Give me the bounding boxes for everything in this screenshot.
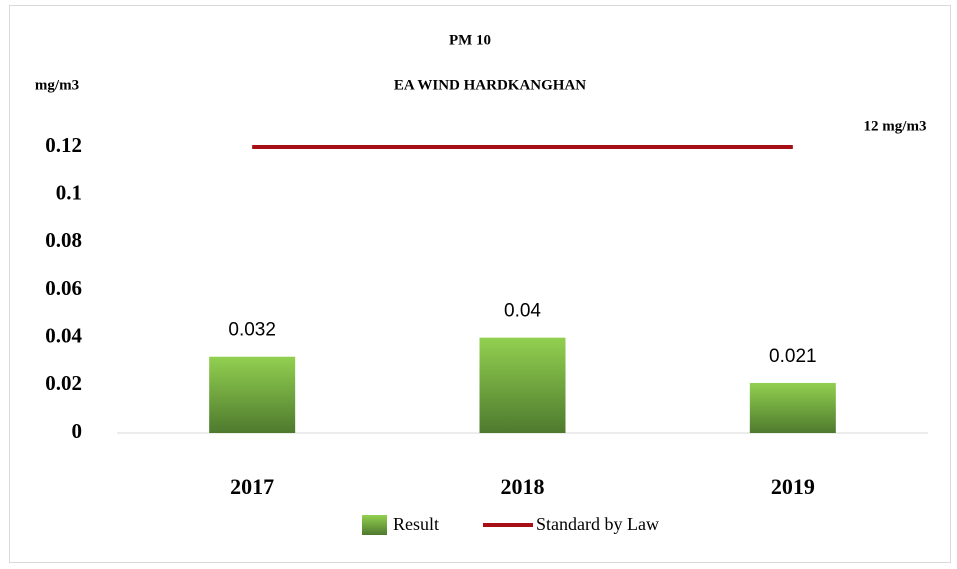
chart-title: PM 10 [449, 32, 491, 48]
chart-subtitle: EA WIND HARDKANGHAN [394, 77, 586, 93]
y-tick-label: 0.06 [45, 276, 82, 300]
legend-label: Standard by Law [536, 514, 659, 534]
x-tick-label: 2018 [501, 474, 545, 499]
data-label: 0.032 [228, 320, 276, 341]
legend-swatch [362, 515, 387, 535]
x-tick-label: 2019 [771, 474, 815, 499]
bar [479, 337, 566, 433]
y-tick-label: 0 [72, 419, 83, 443]
bar [749, 382, 836, 433]
data-label: 0.021 [769, 346, 817, 367]
y-tick-label: 0.1 [56, 180, 82, 204]
y-tick-label: 0.02 [45, 371, 82, 395]
y-axis-label: mg/m3 [35, 77, 79, 93]
legend-label: Result [393, 514, 439, 534]
x-tick-label: 2017 [230, 474, 274, 499]
y-tick-label: 0.04 [45, 323, 82, 347]
chart-border [9, 5, 951, 563]
bar [209, 356, 296, 433]
y-tick-label: 0.12 [45, 133, 82, 157]
annotation: 12 mg/m3 [864, 118, 927, 134]
data-label: 0.04 [504, 301, 541, 322]
y-tick-label: 0.08 [45, 228, 82, 252]
